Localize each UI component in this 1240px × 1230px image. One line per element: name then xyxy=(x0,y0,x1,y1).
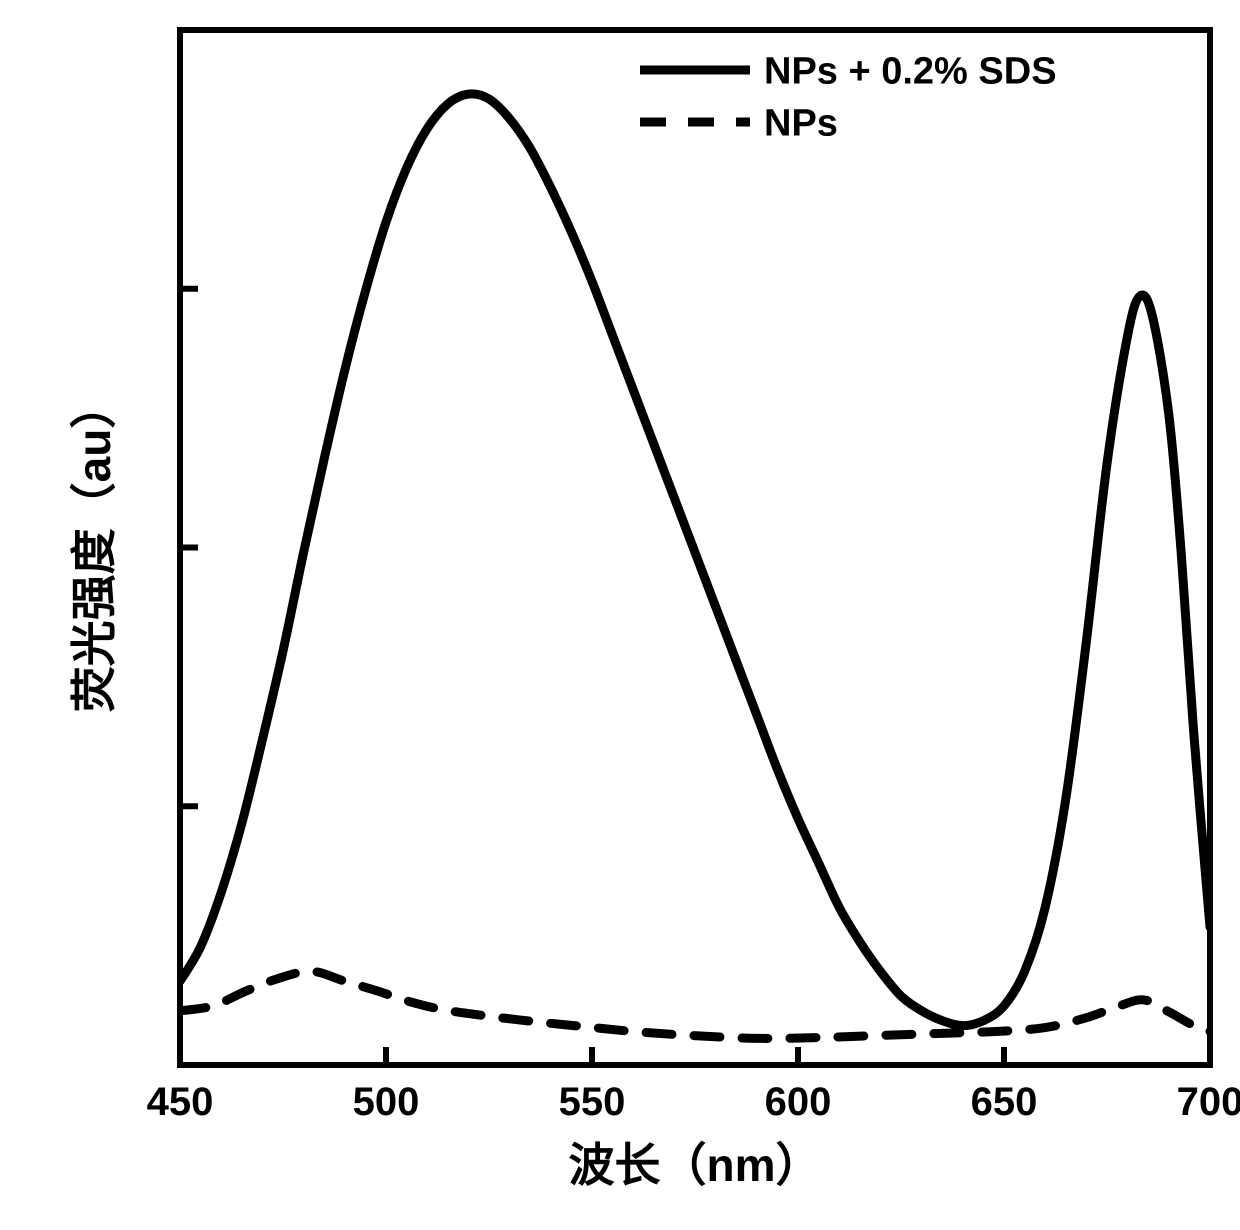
legend-label: NPs xyxy=(764,102,838,144)
x-axis-label: 波长（nm） xyxy=(569,1139,822,1191)
y-axis-label: 荧光强度（au） xyxy=(68,383,120,713)
x-tick-label: 500 xyxy=(353,1080,420,1124)
fluorescence-spectrum-chart: 450 500 550 600 650 700 波长（nm） 荧光强度（au） NPs + 0.… xyxy=(0,0,1240,1230)
x-tick-label: 550 xyxy=(559,1080,626,1124)
x-tick-label: 450 xyxy=(147,1080,214,1124)
chart-background xyxy=(0,0,1240,1225)
chart-svg: 450 500 550 600 650 700 波长（nm） 荧光强度（au） NPs + 0.… xyxy=(0,0,1240,1225)
x-tick-label: 700 xyxy=(1177,1080,1240,1124)
x-tick-label: 600 xyxy=(765,1080,832,1124)
legend-label: NPs + 0.2% SDS xyxy=(764,50,1057,92)
x-tick-label: 650 xyxy=(971,1080,1038,1124)
